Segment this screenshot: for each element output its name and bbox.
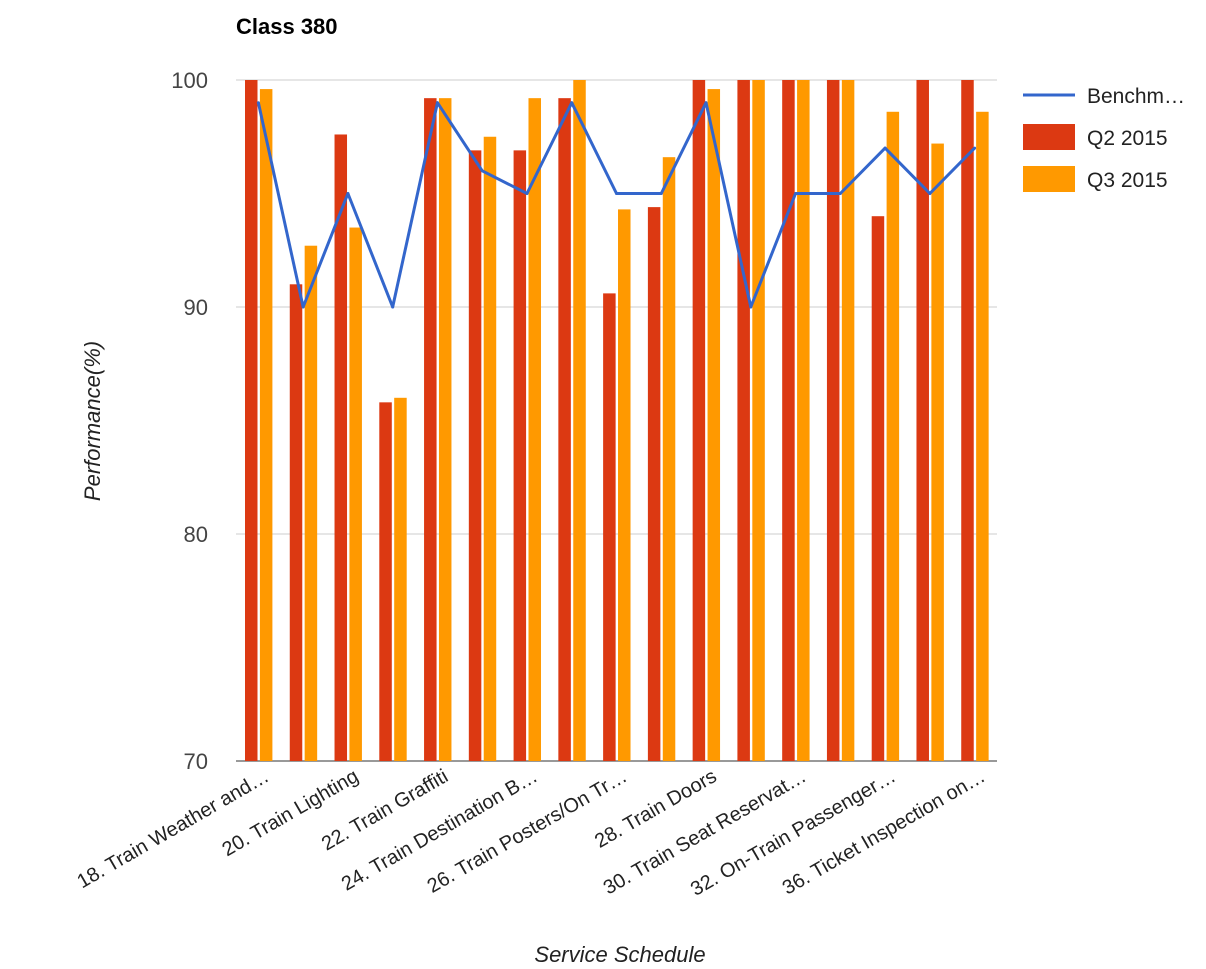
benchmark-point (346, 192, 350, 195)
y-tick-labels: 70 80 90 100 (171, 68, 208, 774)
y-axis-title: Performance(%) (80, 341, 105, 501)
benchmark-point (928, 192, 932, 195)
bar-q3-2015 (259, 89, 273, 761)
bar-q3-2015 (618, 209, 631, 761)
gridlines (236, 79, 997, 762)
bar-q3-2015 (797, 80, 810, 761)
benchmark-point (480, 169, 484, 173)
legend: Benchm… Q2 2015 Q3 2015 (1023, 85, 1185, 192)
x-tick-labels: 18. Train Weather and…20. Train Lighting… (73, 765, 989, 900)
bar-q2-2015 (871, 216, 885, 761)
bar-q2-2015 (468, 150, 482, 761)
benchmark-point (749, 305, 753, 309)
chart-title: Class 380 (236, 14, 338, 39)
bar-q3-2015 (841, 80, 855, 761)
benchmark-point (838, 192, 842, 195)
benchmark-point (794, 192, 798, 195)
legend-label: Q3 2015 (1087, 169, 1168, 192)
y-tick-label: 90 (184, 295, 208, 320)
bar-q2-2015 (289, 284, 303, 761)
bar-q2-2015 (916, 80, 929, 761)
bars (245, 80, 989, 762)
bar-q2-2015 (603, 293, 616, 761)
bar-q2-2015 (379, 402, 392, 761)
benchmark-point (659, 192, 663, 195)
bar-q3-2015 (349, 227, 362, 762)
bar-q3-2015 (976, 111, 989, 761)
bar-q3-2015 (304, 245, 318, 761)
bar-q2-2015 (424, 98, 437, 761)
bar-q3-2015 (886, 111, 900, 761)
benchmark-point (301, 305, 305, 309)
bar-q3-2015 (394, 397, 407, 761)
legend-bar-swatch (1023, 166, 1075, 192)
x-axis-title: Service Schedule (534, 942, 705, 967)
benchmark-point (973, 146, 977, 150)
bar-q3-2015 (528, 98, 541, 761)
benchmark-line (256, 101, 976, 309)
benchmark-line-layer (256, 101, 977, 309)
bar-q2-2015 (558, 98, 571, 761)
bar-q2-2015 (334, 134, 348, 762)
benchmark-point (435, 101, 439, 105)
bar-q2-2015 (826, 80, 840, 761)
bar-q2-2015 (782, 80, 795, 761)
benchmark-point (704, 101, 708, 105)
legend-bar-swatch (1023, 124, 1075, 150)
bar-q2-2015 (513, 150, 527, 761)
y-tick-label: 100 (171, 68, 208, 93)
bar-q3-2015 (483, 136, 497, 761)
bar-q2-2015 (961, 80, 974, 761)
bar-q2-2015 (647, 207, 661, 761)
benchmark-point (525, 192, 529, 195)
bar-q2-2015 (737, 80, 750, 761)
legend-label: Q2 2015 (1087, 127, 1168, 150)
benchmark-point (883, 146, 887, 150)
bar-q3-2015 (752, 80, 765, 761)
y-tick-label: 80 (184, 522, 208, 547)
bar-q3-2015 (707, 89, 721, 761)
benchmark-point (391, 305, 395, 309)
benchmark-point (570, 101, 574, 105)
benchmark-point (615, 192, 618, 195)
y-tick-label: 70 (184, 749, 208, 774)
legend-label: Benchm… (1087, 85, 1185, 108)
bar-q2-2015 (692, 80, 706, 761)
bar-q3-2015 (438, 98, 452, 761)
bar-q3-2015 (662, 157, 676, 761)
bar-q3-2015 (931, 143, 944, 761)
bar-q2-2015 (245, 80, 258, 761)
benchmark-point (256, 101, 260, 105)
bar-q3-2015 (573, 80, 586, 761)
